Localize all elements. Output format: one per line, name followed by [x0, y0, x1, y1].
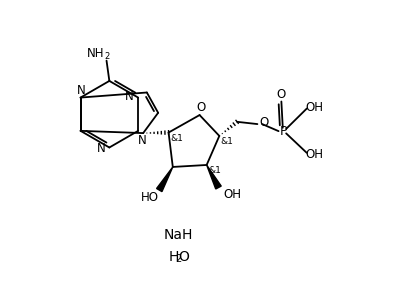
Text: N: N — [77, 84, 86, 97]
Text: NH: NH — [87, 47, 104, 60]
Text: &1: &1 — [170, 134, 182, 143]
Text: O: O — [258, 116, 267, 129]
Text: H: H — [168, 250, 178, 264]
Text: &1: &1 — [219, 137, 232, 146]
Text: OH: OH — [223, 188, 241, 201]
Text: 2: 2 — [175, 254, 181, 265]
Text: O: O — [196, 101, 205, 114]
Text: OH: OH — [305, 148, 323, 161]
Text: P: P — [279, 125, 286, 138]
Text: N: N — [96, 142, 105, 155]
Text: HO: HO — [140, 191, 158, 204]
Text: 2: 2 — [104, 52, 109, 61]
Text: &1: &1 — [208, 166, 221, 175]
Text: OH: OH — [305, 101, 323, 114]
Text: O: O — [178, 250, 188, 264]
Polygon shape — [156, 167, 172, 192]
Polygon shape — [206, 165, 221, 189]
Text: O: O — [276, 88, 285, 101]
Text: N: N — [125, 90, 134, 103]
Text: N: N — [137, 134, 146, 147]
Text: NaH: NaH — [163, 228, 192, 243]
